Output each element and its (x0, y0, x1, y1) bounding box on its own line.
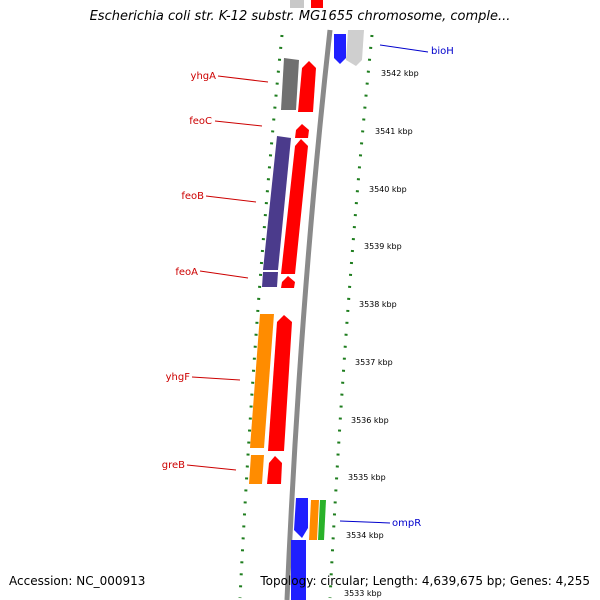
kbp-label: 3534 kbp (346, 531, 384, 540)
gene-label-feoC: feoC (189, 116, 212, 127)
map-title: Escherichia coli str. K-12 substr. MG165… (89, 9, 511, 24)
leader-greB (186, 464, 237, 471)
gene-ompR-green (318, 500, 326, 540)
kbp-label: 3533 kbp (344, 589, 382, 598)
gene-yhgF-forward (268, 315, 292, 451)
gene-feoA-forward (281, 276, 295, 288)
kbp-label: 3537 kbp (355, 358, 393, 367)
gene-label-yhgF: yhgF (166, 372, 191, 383)
leader-feoB (205, 195, 257, 203)
kbp-label: 3539 kbp (364, 242, 402, 251)
kbp-label: 3542 kbp (381, 69, 419, 78)
kbp-label: 3541 kbp (375, 127, 413, 136)
gene-greB-forward (267, 456, 282, 484)
outer-tick-ruler (328, 34, 374, 599)
gene-yhgA-forward (298, 61, 316, 112)
leader-bioH (379, 44, 429, 53)
leader-feoC (214, 120, 263, 127)
gene-feoC-forward (295, 124, 309, 138)
gene-feoB-reverse (263, 136, 291, 270)
genome-summary-text: Topology: circular; Length: 4,639,675 bp… (260, 574, 590, 588)
gene-arrow-bioH-gray (346, 30, 364, 66)
gene-label-greB: greB (162, 460, 185, 471)
gene-label-ompR: ompR (392, 518, 421, 529)
gene-feoB-forward (281, 139, 308, 274)
gene-arrow-bioH (334, 34, 346, 64)
gene-ompR-blue (294, 498, 308, 538)
kbp-label: 3540 kbp (369, 185, 407, 194)
gene-segment-top-gray (290, 0, 304, 8)
gene-label-feoA: feoA (175, 267, 198, 278)
gene-label-bioH: bioH (431, 46, 454, 57)
gene-label-feoB: feoB (181, 191, 204, 202)
accession-text: Accession: NC_000913 (9, 574, 146, 588)
gene-greB-reverse (249, 455, 264, 484)
gene-yhgF-reverse (250, 314, 274, 448)
gene-feoA-reverse (262, 272, 278, 287)
gene-yhgA-reverse (281, 58, 299, 110)
leader-yhgA (217, 75, 269, 83)
leader-feoA (199, 270, 249, 279)
gene-label-yhgA: yhgA (191, 71, 217, 82)
leader-ompR (339, 520, 391, 524)
kbp-label: 3538 kbp (359, 300, 397, 309)
gene-bottom-blue (291, 540, 306, 600)
chromosome-backbone (284, 29, 333, 600)
gene-ompR-orange (309, 500, 319, 540)
kbp-label: 3535 kbp (348, 473, 386, 482)
gene-segment-top-red (311, 0, 323, 8)
kbp-label: 3536 kbp (351, 416, 389, 425)
leader-yhgF (191, 376, 241, 381)
